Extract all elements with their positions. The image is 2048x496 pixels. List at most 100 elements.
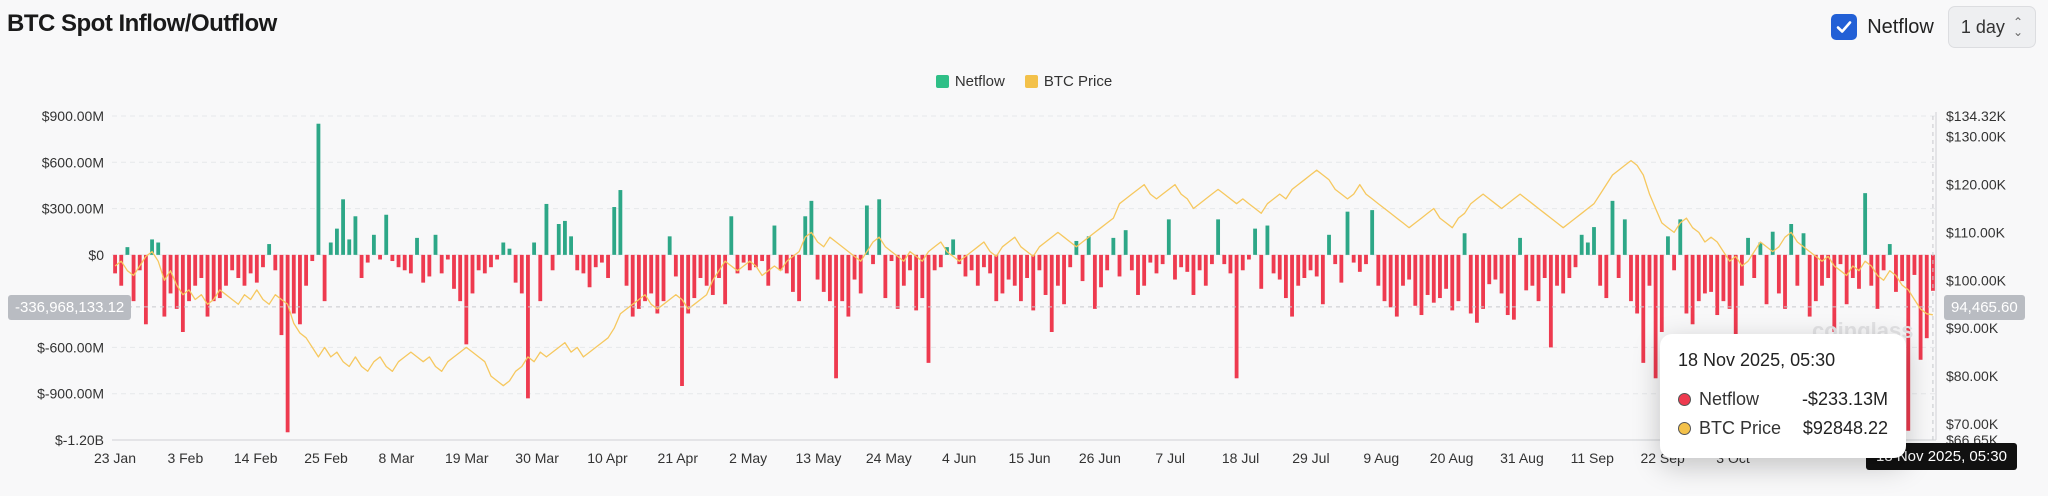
netflow-bar-negative (1154, 254, 1159, 274)
netflow-bar-negative (452, 254, 456, 289)
chart-tooltip: 18 Nov 2025, 05:30 Netflow -$233.13M BTC… (1660, 334, 1906, 458)
netflow-bar-negative (359, 254, 364, 278)
netflow-bar-positive (1518, 237, 1522, 255)
netflow-bar-negative (1191, 254, 1196, 295)
netflow-bar-negative (1376, 254, 1381, 286)
netflow-bar-negative (1308, 254, 1313, 271)
netflow-bar-negative (1635, 254, 1640, 314)
netflow-bar-negative (1795, 254, 1800, 286)
netflow-bar-negative (279, 254, 284, 336)
netflow-bar-negative (1197, 254, 1202, 271)
interval-select[interactable]: 1 day ⌃ ⌄ (1947, 6, 2036, 48)
netflow-bar-negative (735, 254, 740, 274)
netflow-bar-negative (1228, 254, 1233, 274)
netflow-bar-negative (1807, 254, 1812, 317)
tooltip-name-btc-price: BTC Price (1699, 418, 1782, 438)
y-left-tick-label: $-600.00M (37, 339, 104, 355)
netflow-bar-positive (1758, 242, 1763, 255)
netflow-bar-negative (1000, 254, 1005, 294)
netflow-bar-positive (1265, 225, 1270, 255)
netflow-bar-negative (1555, 254, 1559, 286)
netflow-bar-positive (618, 190, 623, 255)
netflow-bar-negative (137, 254, 142, 271)
netflow-bar-negative (402, 254, 407, 271)
netflow-bar-positive (1216, 219, 1221, 255)
netflow-bar-positive (556, 224, 561, 255)
netflow-bar-negative (1339, 254, 1344, 283)
netflow-bar-negative (1431, 254, 1436, 303)
tooltip-row-btc-price: BTC Price $92848.22 (1678, 418, 1888, 439)
netflow-bar-negative (1715, 254, 1720, 316)
legend-item-btc-price[interactable]: BTC Price (1024, 73, 1112, 90)
netflow-bar-negative (1105, 254, 1110, 271)
netflow-bar-negative (643, 254, 647, 302)
netflow-bar-negative (840, 254, 845, 302)
netflow-bar-negative (852, 254, 857, 280)
netflow-bar-negative (1277, 254, 1282, 280)
netflow-bar-positive (612, 207, 617, 255)
netflow-bar-negative (470, 254, 475, 294)
netflow-bar-negative (587, 254, 592, 288)
netflow-bar-negative (932, 254, 937, 271)
netflow-bar-negative (1425, 254, 1430, 295)
netflow-bar-positive (341, 199, 345, 255)
netflow-bar-negative (1505, 254, 1510, 316)
legend-item-netflow[interactable]: Netflow (935, 73, 1005, 90)
netflow-bar-negative (365, 254, 370, 263)
netflow-bar-negative (895, 254, 900, 309)
netflow-bar-negative (131, 254, 136, 302)
netflow-bar-negative (914, 254, 919, 311)
netflow-bar-positive (1746, 237, 1750, 255)
x-tick-label: 4 Jun (942, 450, 976, 466)
netflow-bar-negative (322, 254, 327, 302)
x-tick-label: 21 Apr (658, 450, 699, 466)
netflow-bar-positive (803, 216, 808, 255)
netflow-bar-negative (686, 254, 691, 314)
netflow-bar-positive (1863, 193, 1868, 255)
netflow-bar-positive (1789, 224, 1794, 255)
x-tick-label: 3 Feb (167, 450, 203, 466)
netflow-bar-negative (1561, 254, 1566, 294)
x-tick-label: 30 Mar (515, 450, 559, 466)
netflow-bar-negative (298, 254, 302, 325)
netflow-bar-negative (655, 254, 660, 314)
netflow-bar-negative (1468, 254, 1473, 314)
netflow-bar-negative (1684, 254, 1689, 314)
netflow-bar-negative (236, 254, 241, 278)
netflow-bar-negative (821, 254, 826, 292)
netflow-bar-negative (1881, 254, 1886, 271)
netflow-bar-positive (156, 242, 161, 255)
netflow-bar-positive (384, 214, 389, 255)
netflow-bar-negative (1388, 254, 1393, 308)
netflow-bar-positive (125, 247, 130, 255)
legend-label-netflow: Netflow (954, 73, 1005, 90)
y-left-tick-label: $-900.00M (37, 386, 104, 402)
netflow-checkbox[interactable] (1831, 14, 1858, 40)
chart-legend: Netflow BTC Price (0, 73, 2048, 90)
y-left-tick-label: $600.00M (42, 154, 104, 170)
netflow-bar-negative (180, 254, 185, 332)
netflow-checkbox-label[interactable]: Netflow (1867, 15, 1934, 38)
netflow-bar-negative (606, 254, 610, 278)
y-left-tick-label: $900.00M (42, 108, 104, 124)
netflow-bar-positive (267, 244, 272, 255)
netflow-bar-negative (427, 254, 432, 277)
y-right-tick-label: $100.00K (1946, 272, 2007, 288)
netflow-bar-negative (230, 254, 235, 271)
netflow-bar-negative (1499, 254, 1504, 294)
netflow-bar-negative (1567, 254, 1572, 278)
netflow-bar-positive (1610, 200, 1615, 255)
netflow-bar-negative (224, 254, 228, 286)
y-left-tick-label: $300.00M (42, 201, 104, 217)
netflow-bar-negative (883, 254, 888, 299)
netflow-bar-negative (421, 254, 426, 283)
netflow-bar-negative (1739, 254, 1744, 286)
netflow-bar-positive (501, 242, 506, 255)
netflow-bar-negative (1857, 254, 1861, 289)
netflow-bar-positive (1592, 227, 1596, 255)
x-tick-label: 8 Mar (378, 450, 414, 466)
netflow-bar-negative (1419, 254, 1424, 316)
netflow-bar-negative (1573, 254, 1578, 268)
netflow-bar-negative (1487, 254, 1492, 285)
